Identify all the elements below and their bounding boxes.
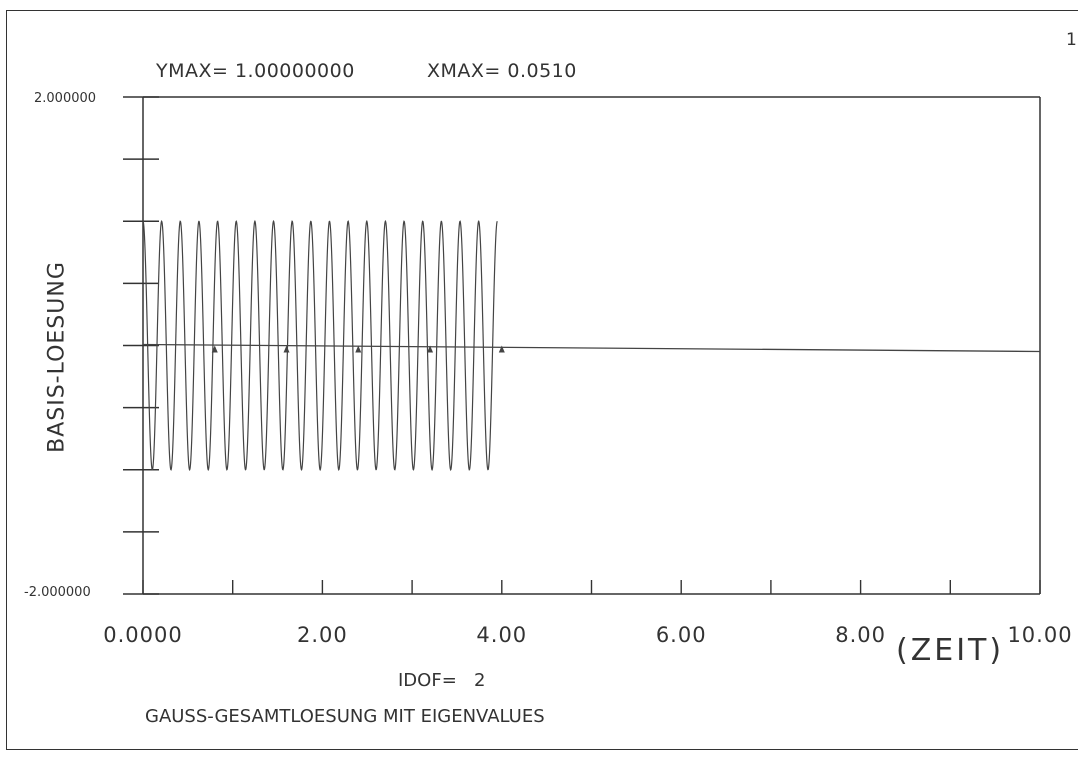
baseline-line [142,343,1041,353]
x-tick-label: 4.00 [476,623,527,647]
series-marker [498,345,505,353]
x-tick-label: 2.00 [297,623,348,647]
x-tick-label: 10.00 [1007,623,1072,647]
page-frame [6,10,1078,750]
x-tick-label: 6.00 [656,623,707,647]
oscillation-series [142,219,498,472]
chart-subtitle: GAUSS-GESAMTLOESUNG MIT EIGENVALUES [145,706,545,727]
series-marker [283,345,290,353]
y-tick-label-bottom: -2.000000 [24,585,91,600]
idof-label: IDOF= 2 [398,670,486,691]
ymax-readout: YMAX= 1.00000000 [156,60,355,82]
series-marker [355,345,362,353]
series-marker [427,345,434,353]
y-tick-label-top: 2.000000 [34,91,97,106]
series-marker [211,345,218,353]
page-number: 1 [1066,30,1077,50]
xmax-readout: XMAX= 0.0510 [427,60,577,82]
x-tick-label: 8.00 [835,623,886,647]
x-axis-label: (ZEIT) [896,633,1005,668]
x-tick-label: 0.0000 [103,623,182,647]
